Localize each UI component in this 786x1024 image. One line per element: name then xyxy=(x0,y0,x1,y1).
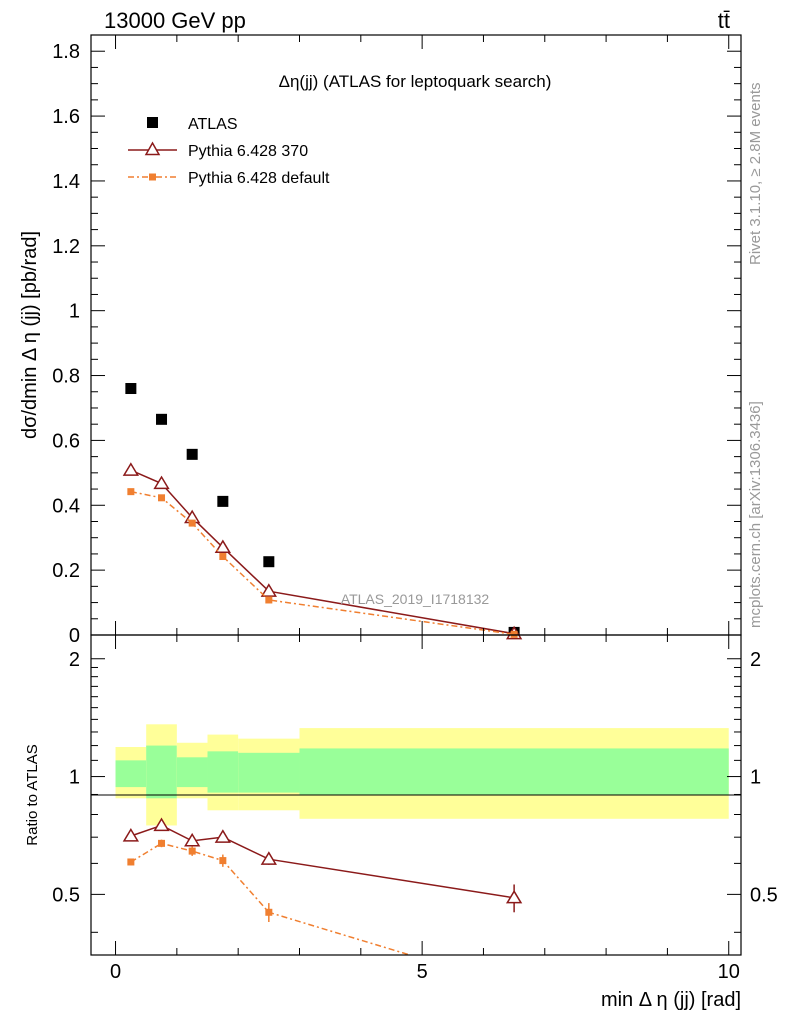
ratio-band-green xyxy=(146,745,177,799)
main-series-line-1 xyxy=(130,469,515,635)
ratio-point-pythia-default xyxy=(265,908,273,916)
ratio-band-green xyxy=(207,751,239,793)
main-point-atlas xyxy=(156,413,168,425)
analysis-label: ATLAS_2019_I1718132 xyxy=(341,591,490,607)
ratio-y-tick-label-right: 1 xyxy=(750,767,761,789)
main-y-tick-label: 0.6 xyxy=(52,430,80,452)
ratio-plot-panel: 0.5 0.5 1 1 2 2 0 5 10 Ratio to ATLAS min Δ η (j… xyxy=(24,634,778,1011)
main-point-pythia-default xyxy=(158,494,166,502)
ratio-frame xyxy=(90,634,742,956)
ratio-point-pythia370 xyxy=(260,851,277,865)
main-y-axis-label: dσ/dmin Δ η (jj) [pb/rad] xyxy=(19,231,41,439)
main-point-atlas xyxy=(217,495,229,507)
ratio-point-pythia370 xyxy=(153,817,170,832)
main-ticks: 0 0.2 0.4 0.6 0.8 1 1.2 1.4 1.6 1.8 xyxy=(52,35,741,647)
ratio-y-tick-label: 1 xyxy=(69,767,80,789)
main-point-pythia370 xyxy=(260,583,277,597)
main-point-pythia-default xyxy=(510,630,518,638)
ratio-band-green xyxy=(115,760,147,788)
main-plot-panel: 0 0.2 0.4 0.6 0.8 1 1.2 1.4 1.6 1.8 Δη(jj) (ATLAS… xyxy=(19,34,742,647)
main-y-tick-label: 1.8 xyxy=(52,41,80,63)
main-point-atlas xyxy=(263,556,275,568)
ratio-y-tick-label-right: 0.5 xyxy=(750,884,778,906)
ratio-point-pythia370 xyxy=(505,889,523,904)
main-point-pythia370 xyxy=(153,475,170,490)
main-y-tick-label: 0.8 xyxy=(52,366,80,388)
main-point-pythia370 xyxy=(214,539,231,554)
legend-label-atlas: ATLAS xyxy=(188,116,238,133)
ratio-band-green xyxy=(176,757,208,788)
ratio-series-line-0 xyxy=(130,824,515,899)
ratio-y-axis-label: Ratio to ATLAS xyxy=(24,744,41,845)
x-tick-label: 0 xyxy=(110,961,121,983)
ratio-marks xyxy=(122,817,523,956)
main-point-atlas xyxy=(125,383,137,395)
main-y-tick-label: 0 xyxy=(69,625,80,647)
ratio-point-pythia370 xyxy=(184,832,201,847)
plot-title: Δη(jj) (ATLAS for leptoquark search) xyxy=(279,72,552,91)
ratio-point-pythia370 xyxy=(214,829,231,843)
ratio-point-pythia370 xyxy=(122,828,140,842)
main-y-tick-label: 1.4 xyxy=(52,171,80,193)
legend-label-pythia370: Pythia 6.428 370 xyxy=(188,143,308,160)
ratio-point-pythia-default xyxy=(188,847,196,855)
ratio-band-green xyxy=(238,752,300,793)
main-point-pythia-default xyxy=(265,596,273,604)
ratio-series-line-1 xyxy=(130,842,411,956)
main-point-pythia370 xyxy=(122,462,140,476)
x-axis-label: min Δ η (jj) [rad] xyxy=(601,989,741,1011)
x-tick-label: 10 xyxy=(718,961,740,983)
header-right: tt̄ xyxy=(718,8,730,33)
main-y-tick-label: 0.4 xyxy=(52,495,80,517)
main-series-line-2 xyxy=(130,490,515,636)
main-point-atlas xyxy=(186,448,198,460)
legend-marker-atlas xyxy=(147,117,158,128)
main-marks xyxy=(122,383,523,640)
main-y-tick-label: 0.2 xyxy=(52,560,80,582)
main-point-pythia-default xyxy=(127,488,135,496)
main-point-pythia-default xyxy=(188,519,196,527)
legend-marker-pythia370 xyxy=(144,141,161,156)
rivet-label: Rivet 3.1.10, ≥ 2.8M events xyxy=(747,83,764,266)
main-y-tick-label: 1.2 xyxy=(52,236,80,258)
ratio-point-pythia-default xyxy=(127,858,135,866)
header-left: 13000 GeV pp xyxy=(104,8,246,33)
ratio-point-pythia-default xyxy=(158,839,166,847)
ratio-y-tick-label: 0.5 xyxy=(52,884,80,906)
ratio-ticks: 0.5 0.5 1 1 2 2 0 5 10 xyxy=(52,635,778,983)
ratio-y-tick-label-right: 2 xyxy=(750,649,761,671)
main-y-tick-label: 1 xyxy=(69,301,80,323)
legend-label-pythia-default: Pythia 6.428 default xyxy=(188,170,330,187)
legend: ATLAS Pythia 6.428 370 Pythia 6.428 defa… xyxy=(128,116,330,187)
x-tick-label: 5 xyxy=(417,961,428,983)
legend-marker-pythia-default xyxy=(149,173,156,181)
mcplots-label: mcplots.cern.ch [arXiv:1306.3436] xyxy=(747,401,764,628)
ratio-point-pythia-default xyxy=(219,857,227,865)
ratio-bands xyxy=(115,724,729,826)
ratio-band-green xyxy=(299,748,729,795)
main-y-tick-label: 1.6 xyxy=(52,106,80,128)
main-point-pythia-default xyxy=(219,553,227,561)
ratio-y-tick-label: 2 xyxy=(69,649,80,671)
